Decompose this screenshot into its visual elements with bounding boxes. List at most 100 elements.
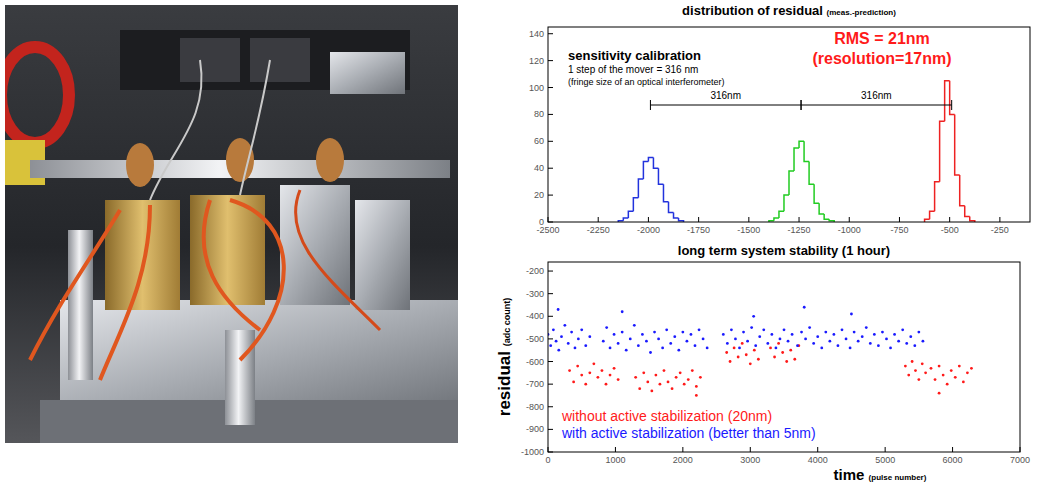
histogram-bin — [799, 141, 804, 148]
histogram-bin — [950, 81, 955, 115]
scatter-point — [781, 351, 784, 354]
annotation: sensitivity calibration — [568, 48, 701, 63]
x-tick — [885, 447, 886, 452]
scatter-point — [653, 331, 656, 334]
x-tick-label: 0 — [545, 455, 550, 465]
scatter-point — [605, 383, 608, 386]
x-tick — [1020, 447, 1021, 452]
scatter-point — [563, 324, 566, 327]
x-tick-label: -2250 — [587, 225, 610, 235]
scatter-point — [722, 333, 725, 336]
scatter-point — [820, 347, 823, 350]
scatter-point — [800, 331, 803, 334]
x-tick — [750, 447, 751, 452]
x-tick — [598, 217, 599, 222]
scatter-point — [621, 310, 624, 313]
electronics — [250, 38, 310, 82]
x-tick-label: -2000 — [637, 225, 660, 235]
histogram-bin — [784, 195, 789, 211]
scatter-point — [601, 369, 604, 372]
scatter-point — [584, 344, 587, 347]
scatter-point — [637, 344, 640, 347]
plot-frame — [548, 262, 1020, 452]
histogram-bin — [819, 203, 824, 214]
scatter-point — [691, 369, 694, 372]
y-tick — [548, 338, 553, 339]
y-tick — [548, 87, 553, 88]
scatter-point — [881, 331, 884, 334]
title: distribution of residual (meas.-predicti… — [682, 3, 896, 18]
scatter-point — [922, 340, 925, 343]
scatter-point — [861, 335, 864, 338]
scatter-point — [791, 333, 794, 336]
scatter-point — [832, 333, 835, 336]
histogram-bin — [935, 182, 940, 212]
scatter-point — [775, 347, 778, 350]
y-tick — [548, 271, 553, 272]
x-tick-label: -1000 — [838, 225, 861, 235]
scatter-point — [757, 358, 760, 361]
annotation: (fringe size of an optical interferomete… — [568, 77, 725, 87]
scatter-point — [930, 367, 933, 370]
scatter-point — [625, 349, 628, 352]
scatter-point — [865, 326, 868, 329]
y-tick — [548, 141, 553, 142]
scatter-point — [726, 342, 729, 345]
scatter-point — [749, 362, 752, 365]
y-tick — [548, 384, 553, 385]
cable — [100, 205, 150, 380]
bpm-block — [280, 185, 350, 305]
scatter-point — [609, 374, 612, 377]
scatter-point — [621, 331, 624, 334]
scatter-point — [602, 340, 605, 343]
red-ring — [5, 47, 69, 143]
scatter-point — [642, 371, 645, 374]
x-axis-title: time (pulse number) — [834, 466, 927, 483]
scatter-point — [677, 349, 680, 352]
y-axis-title: residual (adc count) — [495, 298, 514, 416]
electronics-box — [330, 52, 405, 94]
y-tick-label: 120 — [529, 56, 544, 66]
scatter-point — [667, 380, 670, 383]
y-tick-label: -700 — [526, 379, 544, 389]
scatter-point — [617, 378, 620, 381]
scatter-point — [659, 383, 662, 386]
x-tick-label: -250 — [991, 225, 1009, 235]
x-tick — [682, 447, 683, 452]
span-label: 316nm — [861, 90, 892, 101]
figure: distribution of residual (meas.-predicti… — [0, 0, 1050, 489]
y-tick-label: 140 — [529, 29, 544, 39]
scatter-point — [958, 365, 961, 368]
histogram-bin — [648, 157, 653, 161]
scatter-point — [917, 378, 920, 381]
x-tick — [615, 447, 616, 452]
scatter-point — [913, 344, 916, 347]
x-tick-label: -1500 — [737, 225, 760, 235]
scatter-point — [577, 338, 580, 341]
x-tick-label: -750 — [890, 225, 908, 235]
scatter-point — [570, 331, 573, 334]
scatter-point — [741, 342, 744, 345]
histogram-bin — [638, 179, 643, 198]
scatter-point — [812, 342, 815, 345]
histogram-bin — [779, 211, 784, 218]
histogram-bin — [774, 218, 779, 221]
scatter-point — [754, 344, 757, 347]
scatter-point — [897, 340, 900, 343]
scatter-point — [789, 349, 792, 352]
histogram-bin — [643, 161, 648, 178]
scatter-point — [552, 328, 555, 331]
x-tick — [817, 447, 818, 452]
scatter-point — [758, 335, 761, 338]
scatter-point — [837, 344, 840, 347]
x-tick — [548, 217, 549, 222]
scatter-point — [924, 371, 927, 374]
x-tick-label: 2000 — [673, 455, 693, 465]
y-tick — [548, 406, 553, 407]
y-tick — [548, 222, 553, 223]
x-tick-label: 5000 — [875, 455, 895, 465]
cylinder — [225, 330, 255, 425]
histogram-bin — [633, 198, 638, 211]
scatter-point — [665, 328, 668, 331]
scatter-point — [683, 383, 686, 386]
